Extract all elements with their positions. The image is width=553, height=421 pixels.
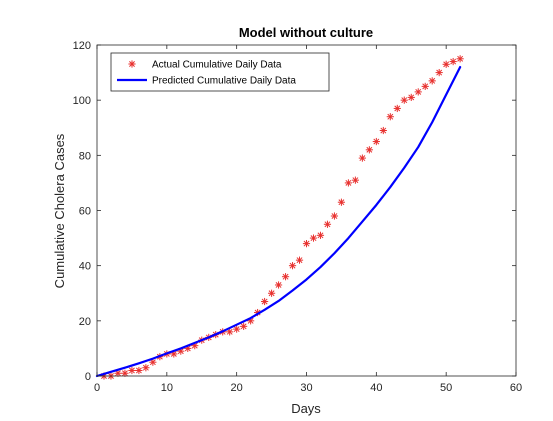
y-tick-label: 0 bbox=[85, 371, 91, 383]
x-tick-label: 60 bbox=[510, 382, 522, 394]
data-point bbox=[407, 93, 415, 102]
data-point bbox=[456, 55, 464, 63]
x-tick-label: 0 bbox=[94, 382, 100, 394]
legend: Actual Cumulative Daily Data Predicted Cu… bbox=[110, 52, 330, 92]
data-point bbox=[128, 366, 136, 375]
x-tick-label: 20 bbox=[231, 382, 243, 394]
plot-area bbox=[97, 45, 516, 376]
y-tick-label: 40 bbox=[79, 261, 91, 273]
data-point bbox=[323, 220, 332, 228]
legend-symbol bbox=[128, 60, 136, 68]
data-point bbox=[449, 57, 457, 66]
data-point bbox=[281, 273, 290, 281]
x-tick-label: 40 bbox=[370, 382, 382, 394]
y-tick-label: 60 bbox=[79, 206, 91, 218]
data-point bbox=[421, 82, 429, 90]
data-point bbox=[337, 198, 346, 206]
x-tick-label: 30 bbox=[300, 382, 312, 394]
data-point bbox=[226, 328, 234, 336]
legend-entry: Predicted Cumulative Daily Data bbox=[152, 76, 296, 87]
y-tick-label: 100 bbox=[73, 95, 91, 107]
data-point bbox=[358, 154, 366, 162]
data-point bbox=[135, 366, 143, 375]
data-point bbox=[142, 364, 150, 372]
data-point bbox=[428, 77, 436, 85]
data-point bbox=[330, 212, 339, 220]
data-point bbox=[386, 113, 394, 121]
data-point bbox=[274, 281, 283, 289]
data-point bbox=[365, 146, 373, 154]
data-point bbox=[316, 231, 325, 239]
x-tick-label: 10 bbox=[161, 382, 173, 394]
x-tick-label: 50 bbox=[440, 382, 452, 394]
data-point bbox=[302, 240, 311, 248]
data-point bbox=[261, 297, 269, 306]
data-point bbox=[309, 234, 318, 242]
legend-entry: Actual Cumulative Daily Data bbox=[152, 60, 282, 71]
chart-title: Model without culture bbox=[239, 25, 373, 40]
data-point bbox=[379, 126, 387, 135]
x-axis-label: Days bbox=[291, 401, 321, 416]
data-point bbox=[400, 96, 408, 104]
data-point bbox=[149, 358, 157, 366]
series-line-predicted bbox=[95, 65, 462, 378]
data-point bbox=[267, 289, 276, 297]
data-point bbox=[372, 137, 380, 146]
data-point bbox=[351, 176, 359, 184]
data-point bbox=[295, 256, 304, 264]
data-point bbox=[240, 322, 248, 330]
y-tick-label: 20 bbox=[79, 316, 91, 328]
y-tick-label: 80 bbox=[79, 150, 91, 162]
data-point bbox=[233, 325, 241, 333]
data-point bbox=[435, 68, 443, 77]
legend-box bbox=[110, 52, 330, 92]
data-point bbox=[344, 179, 352, 187]
data-point bbox=[442, 60, 450, 68]
y-tick-label: 120 bbox=[73, 40, 91, 52]
data-point bbox=[288, 262, 297, 270]
data-point bbox=[393, 104, 401, 113]
data-point bbox=[414, 88, 422, 96]
y-axis-label: Cumulative Cholera Cases bbox=[52, 133, 67, 288]
